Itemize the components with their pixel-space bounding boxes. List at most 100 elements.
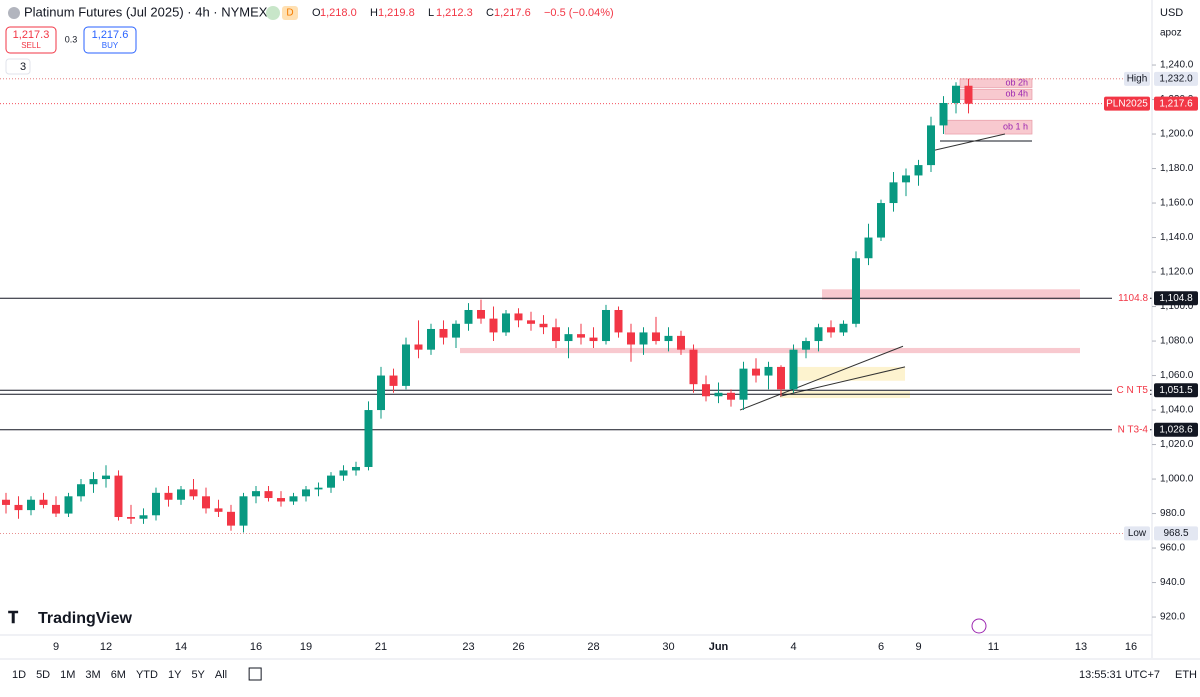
range-button[interactable]: 1M (60, 669, 75, 681)
badge: D (286, 8, 293, 19)
candle-body (589, 337, 598, 342)
candle-body (427, 328, 435, 350)
ohlc-label: H (370, 7, 378, 19)
ohlc-value: 1,212.3 (436, 7, 473, 19)
candle-body (814, 327, 823, 342)
ohlc-value: 1,218.0 (320, 7, 357, 19)
candle-body (377, 375, 385, 411)
candle-body (27, 499, 35, 511)
zone (944, 119, 1033, 135)
range-button[interactable]: 1Y (168, 669, 182, 681)
calendar-icon[interactable] (248, 667, 262, 681)
x-tick-label: 14 (175, 641, 187, 653)
price-badge-label: 1,051.5 (1159, 385, 1193, 396)
candle-body (489, 318, 498, 333)
price-name: High (1127, 73, 1148, 84)
candle-body (789, 349, 798, 390)
y-tick-label: 1,080.0 (1160, 336, 1194, 347)
price-badge (1154, 291, 1198, 306)
candle-body (714, 392, 723, 397)
candle-body (877, 203, 885, 238)
candle-body (464, 309, 473, 324)
candle-body (927, 125, 935, 166)
buy-label: BUY (102, 41, 119, 50)
candle-body (439, 328, 448, 338)
candle-body (14, 504, 23, 511)
candle-body (864, 237, 873, 259)
clock: 13:55:31 UTC+7 (1079, 669, 1160, 681)
y-tick-label: 940.0 (1160, 577, 1185, 588)
candle-body (539, 323, 548, 328)
account[interactable]: apoz (1160, 28, 1182, 39)
range-button[interactable]: YTD (136, 669, 158, 681)
candle-body (752, 368, 760, 376)
candle-body (689, 349, 698, 385)
range-button[interactable]: 1D (12, 669, 26, 681)
ohlc-label: O (312, 7, 321, 19)
price-badge (1154, 383, 1198, 398)
price-badge-label: 1,232.0 (1159, 73, 1193, 84)
trendline (739, 345, 904, 411)
y-tick-label: 980.0 (1160, 508, 1185, 519)
candle-body (952, 85, 960, 103)
candle-body (39, 499, 48, 505)
candle-body (52, 504, 60, 514)
buy-btn[interactable] (83, 26, 137, 54)
candle-body (477, 309, 485, 319)
price-name: Low (1128, 528, 1147, 539)
x-tick-label: 9 (915, 641, 921, 653)
candle-body (764, 366, 773, 376)
range-button[interactable]: 5Y (191, 669, 205, 681)
price-badge (1154, 422, 1198, 437)
candle-body (552, 327, 560, 342)
zone-label: ob 1 h (1003, 122, 1028, 132)
range-button[interactable]: 5D (36, 669, 50, 681)
currency[interactable]: USD (1160, 7, 1183, 19)
zone (822, 289, 1080, 300)
session[interactable]: ETH (1175, 669, 1197, 681)
indicators-btn[interactable] (5, 58, 31, 75)
level-label: 1104.8 (1118, 293, 1148, 304)
candle-body (252, 491, 260, 497)
icon (8, 7, 20, 19)
change: −0.5 (−0.04%) (544, 7, 614, 19)
x-tick-label: 30 (662, 641, 674, 653)
y-tick-label: 1,240.0 (1160, 60, 1194, 71)
candle-body (339, 470, 348, 476)
zone-label: ob 2h (1005, 78, 1028, 88)
x-tick-label: 11 (988, 641, 999, 653)
x-tick-label: 19 (300, 641, 312, 653)
candle-body (202, 496, 210, 509)
price-name-bg (1124, 526, 1150, 541)
candle-body (364, 410, 373, 467)
y-tick-label: 1,100.0 (1160, 301, 1194, 312)
y-tick-label: 1,200.0 (1160, 129, 1194, 140)
candle-body (314, 487, 323, 490)
price-badge (1154, 71, 1198, 86)
x-tick-label: 13 (1075, 641, 1087, 653)
candle-body (102, 475, 110, 480)
candle-body (777, 366, 785, 390)
candle-body (839, 323, 848, 333)
x-tick-label: 12 (100, 641, 112, 653)
candle-body (627, 332, 635, 345)
y-tick-label: 1,000.0 (1160, 474, 1194, 485)
level-label: N T3-4 (1118, 424, 1149, 435)
candle-body (914, 165, 923, 176)
range-button[interactable]: 3M (85, 669, 100, 681)
candle-body (2, 499, 10, 505)
candle-body (727, 392, 735, 400)
sell-btn[interactable] (5, 26, 57, 54)
price-name: PLN2025 (1106, 98, 1148, 109)
y-tick-label: 1,180.0 (1160, 163, 1194, 174)
price-badge (1154, 526, 1198, 541)
candle-body (164, 492, 173, 500)
candle-body (227, 511, 235, 526)
range-button[interactable]: All (215, 669, 227, 681)
x-tick-label: 9 (53, 641, 59, 653)
trendline (929, 133, 1006, 152)
range-button[interactable]: 6M (111, 669, 126, 681)
candle-body (452, 323, 460, 338)
candle-body (414, 344, 423, 350)
